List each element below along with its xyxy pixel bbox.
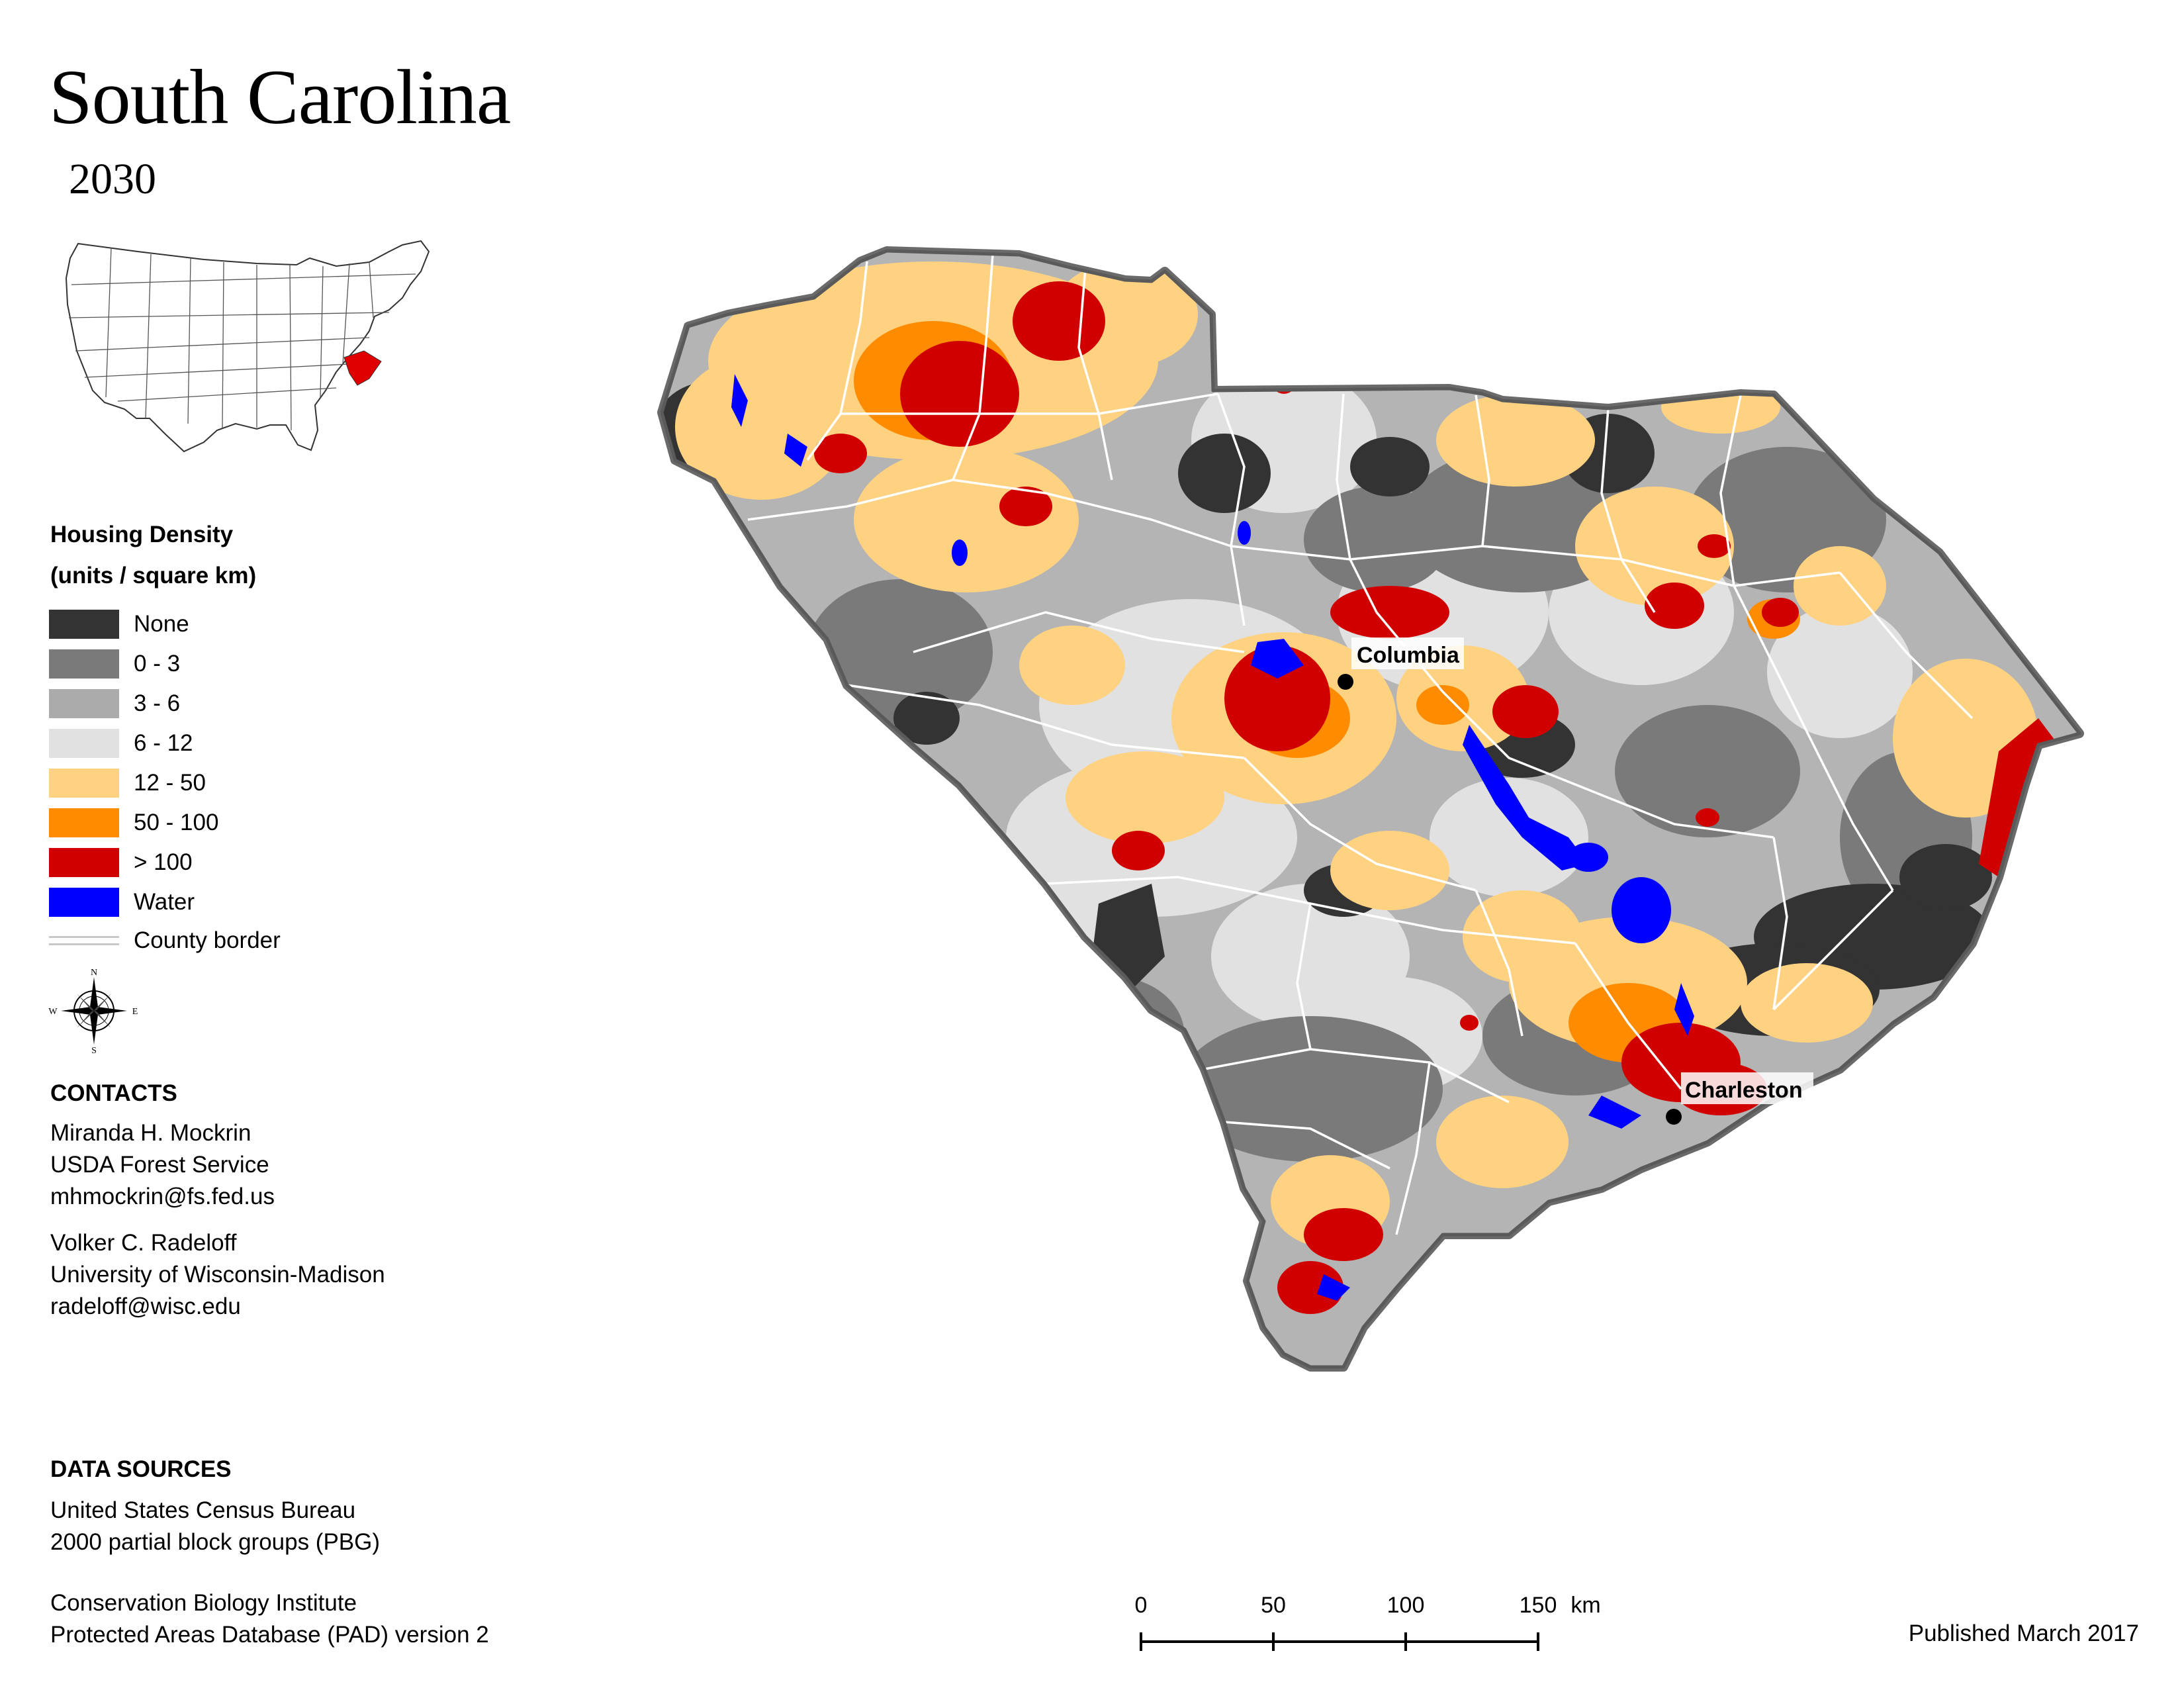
legend-swatch	[49, 808, 119, 837]
legend-item-water: Water	[49, 887, 195, 917]
compass-s: S	[91, 1046, 97, 1054]
legend-label: 6 - 12	[134, 730, 193, 756]
data-sources-heading: DATA SOURCES	[50, 1456, 232, 1482]
contact1-org: USDA Forest Service	[50, 1152, 269, 1178]
contact2-name: Volker C. Radeloff	[50, 1230, 237, 1256]
contact1-name: Miranda H. Mockrin	[50, 1120, 251, 1146]
scale-tick-100: 100	[1387, 1593, 1425, 1618]
source2-line2: Protected Areas Database (PAD) version 2	[50, 1622, 489, 1648]
map-year: 2030	[69, 155, 156, 203]
scale-bar: 0 50 100 150 km	[1135, 1593, 1601, 1651]
legend-label: None	[134, 611, 189, 637]
legend-label: Water	[134, 889, 195, 915]
legend-label: 3 - 6	[134, 690, 181, 716]
legend-label: County border	[134, 927, 281, 953]
legend-item-county-border: County border	[49, 925, 281, 956]
housing-density-map: Columbia Charleston	[657, 246, 2084, 1372]
scale-tick-150: 150	[1520, 1593, 1557, 1618]
columbia-label: Columbia	[1357, 643, 1460, 668]
legend-label: 0 - 3	[134, 651, 181, 677]
contact1-email: mhmockrin@fs.fed.us	[50, 1184, 275, 1209]
south-carolina-highlight	[343, 350, 382, 386]
legend-swatch	[49, 888, 119, 917]
compass-w: W	[48, 1007, 58, 1017]
compass-e: E	[132, 1007, 138, 1017]
county-border-swatch	[49, 936, 119, 945]
legend-item-3-6: 3 - 6	[49, 688, 180, 719]
city-columbia: Columbia	[1338, 637, 1464, 690]
legend-swatch	[49, 769, 119, 798]
legend-swatch	[49, 689, 119, 718]
source1-line1: United States Census Bureau	[50, 1497, 356, 1523]
contact2-org: University of Wisconsin-Madison	[50, 1262, 385, 1288]
scale-tick-0: 0	[1135, 1593, 1148, 1618]
contact2-email: radeloff@wisc.edu	[50, 1293, 241, 1319]
contacts-heading: CONTACTS	[50, 1080, 177, 1106]
legend-item-12-50: 12 - 50	[49, 768, 206, 798]
density-raster	[662, 251, 2079, 1367]
scale-tick-50: 50	[1261, 1593, 1286, 1618]
source2-line1: Conservation Biology Institute	[50, 1590, 357, 1616]
legend-subtitle: (units / square km)	[50, 563, 257, 588]
legend-item-none: None	[49, 609, 189, 639]
legend-item-6-12: 6 - 12	[49, 728, 193, 759]
legend-swatch	[49, 610, 119, 639]
published-date: Published March 2017	[1908, 1620, 2139, 1646]
legend-label: 12 - 50	[134, 770, 206, 796]
legend-label: > 100	[134, 849, 193, 875]
compass-rose-icon: N S W E	[48, 968, 138, 1054]
map-title: South Carolina	[49, 54, 511, 140]
legend-swatch	[49, 729, 119, 758]
us-locator-map	[65, 240, 430, 453]
charleston-label: Charleston	[1685, 1078, 1803, 1103]
source1-line2: 2000 partial block groups (PBG)	[50, 1529, 381, 1555]
legend-item-over-100: > 100	[49, 847, 193, 878]
legend-swatch	[49, 649, 119, 679]
legend-item-0-3: 0 - 3	[49, 649, 180, 679]
county-borders	[747, 254, 1974, 1235]
compass-n: N	[91, 968, 97, 978]
city-charleston: Charleston	[1666, 1072, 1813, 1125]
scale-unit: km	[1570, 1593, 1600, 1618]
legend-item-50-100: 50 - 100	[49, 808, 218, 838]
legend-swatch	[49, 848, 119, 877]
legend-title: Housing Density	[50, 522, 234, 547]
legend-label: 50 - 100	[134, 810, 219, 835]
